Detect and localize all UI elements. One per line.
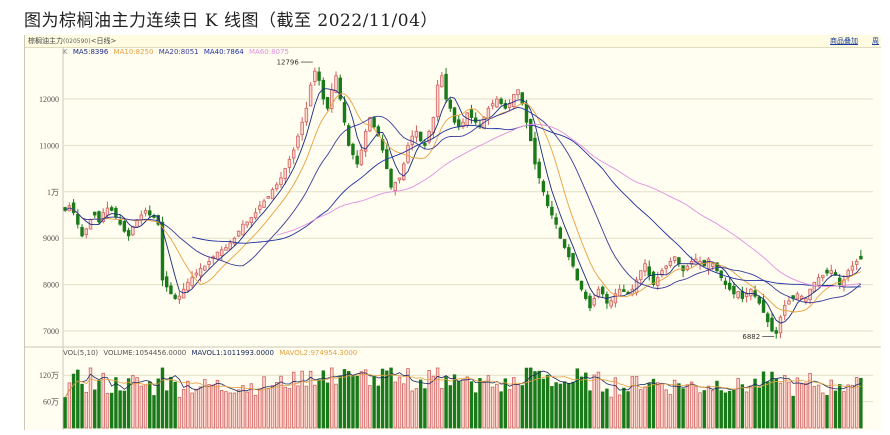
price-tick-label: 1万: [47, 188, 59, 197]
ma60-value: MA60:8075: [249, 48, 289, 56]
mavol1-value: MAVOL1:1011993.0000: [191, 349, 274, 357]
high-annotation: 12796: [277, 59, 300, 67]
k-label: K: [63, 48, 68, 56]
volume-legend: VOL(5,10) VOLUME:1054456.0000 MAVOL1:101…: [63, 348, 360, 359]
ma-legend: K MA5:8396 MA10:8250 MA20:8051 MA40:7864…: [63, 47, 292, 58]
vol-label: VOL(5,10): [63, 349, 99, 357]
symbol-code: (020590): [63, 38, 91, 45]
price-tick-label: 11000: [39, 141, 59, 150]
ma60-line: [276, 123, 861, 287]
price-tick-label: 7000: [43, 327, 59, 336]
price-tick-label: 8000: [43, 281, 59, 290]
low-annotation: 6882: [742, 333, 760, 341]
volume-tick-label: 60万: [43, 398, 59, 407]
symbol-name: 棕榈油主力: [28, 37, 63, 45]
ma40-value: MA40:7864: [203, 48, 244, 56]
ma20-value: MA20:8051: [158, 48, 199, 56]
chart-top-links: 商品叠加 周: [816, 35, 879, 47]
kline-chart-panel[interactable]: 棕榈油主力(020590)<日线> 商品叠加 周 K MA5:8396 MA10:…: [24, 35, 881, 430]
mavol10-line: [64, 373, 861, 398]
volume-tick-label: 120万: [39, 371, 59, 380]
candlesticks: [63, 67, 863, 339]
volume-value: VOLUME:1054456.0000: [103, 349, 187, 357]
period-label: <日线>: [90, 37, 117, 45]
page-title: 图为棕榈油主力连续日 K 线图（截至 2022/11/04）: [24, 11, 438, 31]
ma20-line: [64, 106, 862, 304]
chart-canvas[interactable]: 12000 11000 1万 9000 8000 7000 12796 6882 120万 60万: [25, 35, 881, 430]
symbol-label: 棕榈油主力(020590)<日线>: [28, 35, 116, 48]
weekly-period-link[interactable]: 周: [872, 37, 879, 45]
mavol2-value: MAVOL2:974954.3000: [279, 349, 358, 357]
volume-bars: [63, 367, 863, 429]
price-tick-label: 12000: [39, 95, 59, 104]
overlay-commodity-link[interactable]: 商品叠加: [830, 37, 858, 45]
ma40-line: [191, 124, 861, 288]
chart-header-bar: 棕榈油主力(020590)<日线> 商品叠加 周: [25, 35, 881, 48]
ma5-value: MA5:8396: [72, 48, 109, 56]
ma10-value: MA10:8250: [113, 48, 154, 56]
mavol5-line: [64, 370, 862, 398]
price-tick-label: 9000: [43, 234, 59, 243]
